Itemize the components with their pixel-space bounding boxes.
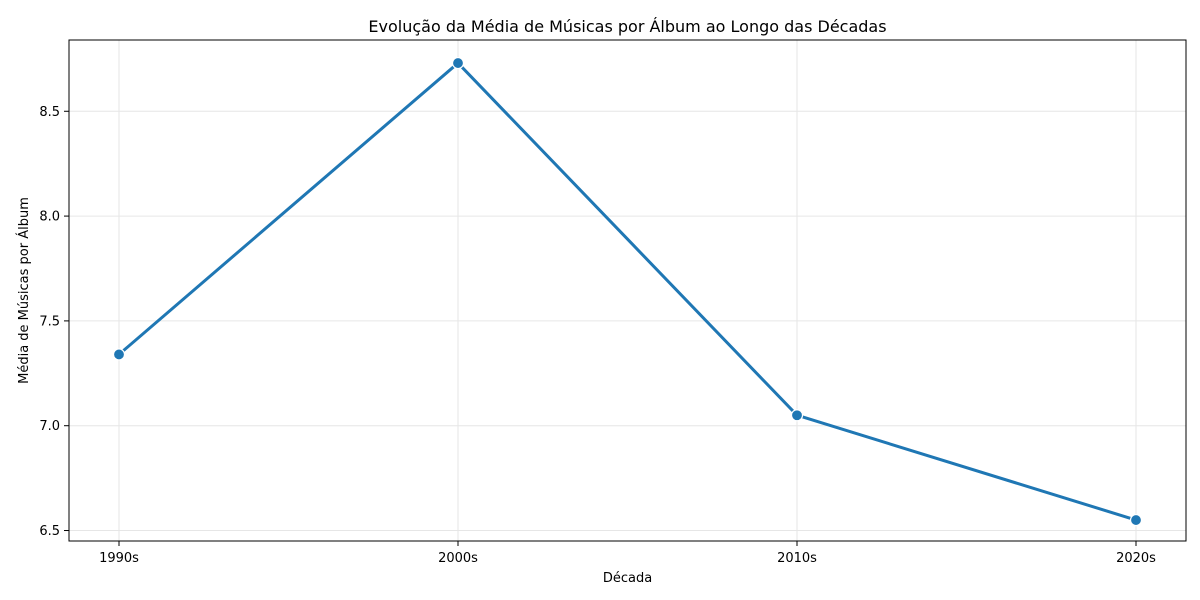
- y-tick-label: 7.0: [39, 419, 60, 434]
- y-tick-label: 8.5: [39, 105, 60, 120]
- x-axis-title: Década: [603, 571, 652, 586]
- plot-frame: [68, 39, 1187, 542]
- series-line: [117, 61, 1138, 522]
- data-point-2000s: [451, 56, 465, 70]
- ticks: 1990s 2000s 2010s 2020s 6.5 7.0 7.5 8.0 8.5: [39, 105, 1156, 566]
- y-tick-label: 6.5: [39, 524, 60, 539]
- grid: [69, 40, 1186, 541]
- data-point-2020s: [1129, 513, 1143, 527]
- y-axis-title: Média de Músicas por Álbum: [16, 197, 32, 384]
- data-point-1990s: [112, 348, 126, 361]
- x-tick-label: 2000s: [438, 551, 478, 566]
- chart-title: Evolução da Média de Músicas por Álbum a…: [368, 17, 886, 36]
- x-tick-label: 1990s: [99, 551, 139, 566]
- x-tick-label: 2010s: [777, 551, 817, 566]
- y-tick-label: 7.5: [39, 314, 60, 329]
- y-tick-label: 8.0: [39, 210, 60, 225]
- data-point-2010s: [790, 409, 804, 422]
- series-layer: [112, 56, 1143, 527]
- x-tick-label: 2020s: [1116, 551, 1156, 566]
